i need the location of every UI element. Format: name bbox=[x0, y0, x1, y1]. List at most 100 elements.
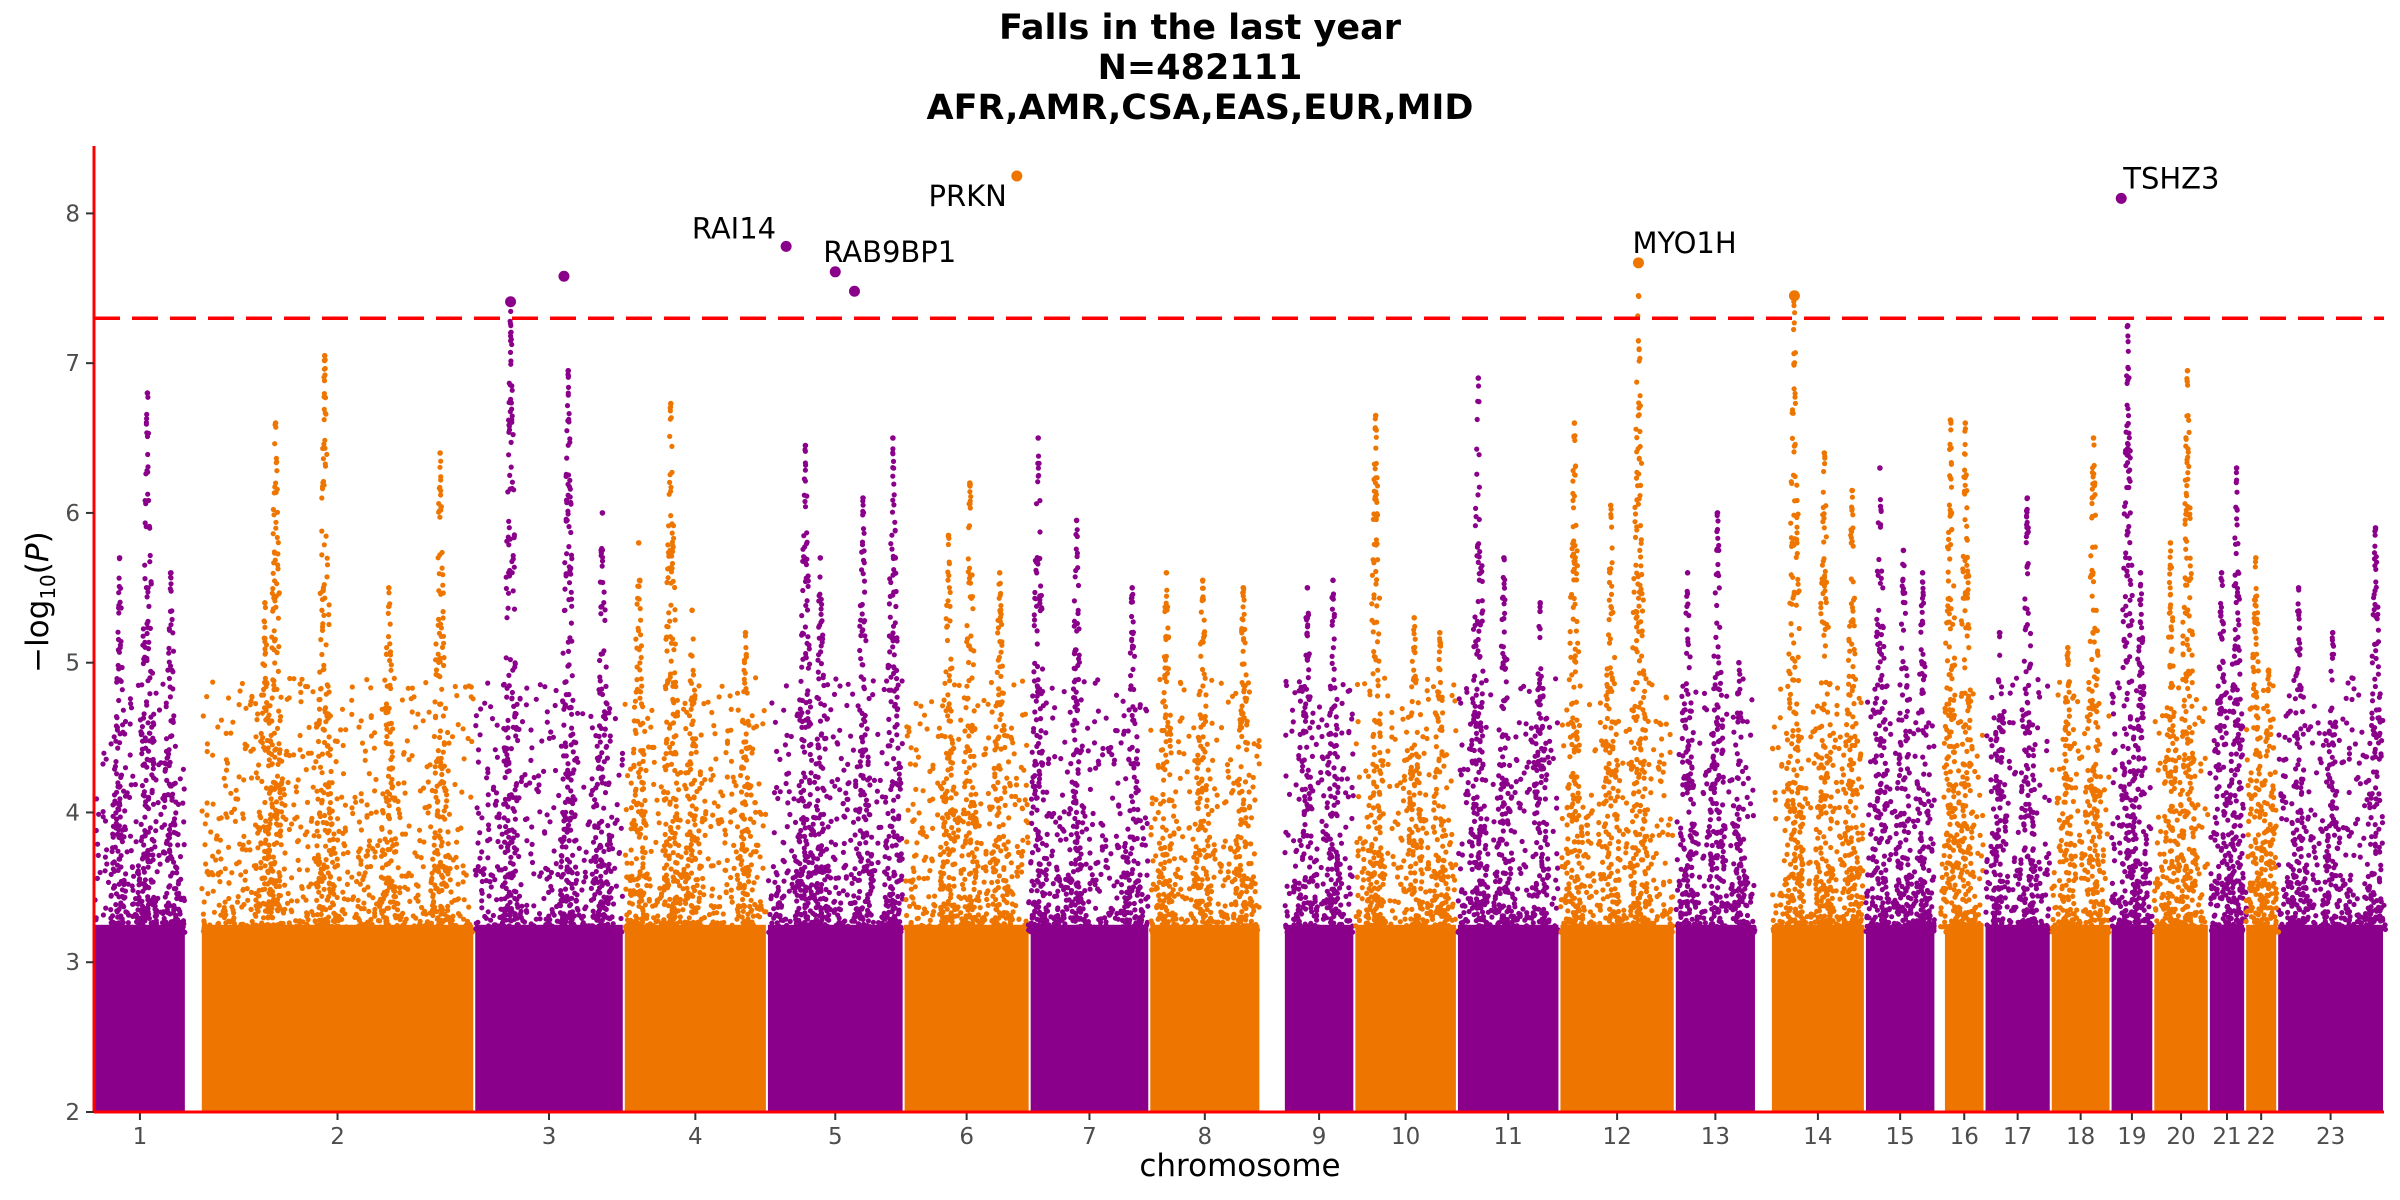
chromosome-12-points bbox=[1558, 676, 1676, 1112]
significant-hit-5-2 bbox=[848, 285, 860, 297]
peak-5-18 bbox=[880, 435, 905, 935]
chromosome-17-body bbox=[1985, 924, 2050, 1112]
peak-8-27 bbox=[1231, 584, 1256, 935]
chart-title-line-3: AFR,AMR,CSA,EAS,EUR,MID bbox=[926, 88, 1474, 128]
chromosome-15-points bbox=[1863, 683, 1937, 1112]
chromosome-17-scatter bbox=[1983, 675, 2053, 935]
peak-10-30 bbox=[1363, 412, 1388, 935]
x-tick-label-11: 11 bbox=[1494, 1124, 1523, 1150]
peak-23-63 bbox=[2320, 629, 2345, 935]
chromosome-10-body bbox=[1355, 924, 1456, 1112]
peak-12-37 bbox=[1598, 502, 1624, 935]
peak-3-10 bbox=[590, 510, 615, 935]
chromosome-14-body bbox=[1771, 924, 1864, 1112]
x-tick-label-22: 22 bbox=[2247, 1124, 2276, 1150]
x-tick-label-21: 21 bbox=[2212, 1124, 2241, 1150]
chart-title-line-2: N=482111 bbox=[1097, 48, 1303, 88]
significant-hit-3-1 bbox=[558, 270, 570, 282]
chromosome-22-body bbox=[2246, 924, 2277, 1112]
peak-13-41 bbox=[1726, 659, 1752, 935]
peak-14-44 bbox=[1840, 487, 1864, 935]
peak-20-56 bbox=[2158, 540, 2182, 935]
chromosome-11-body bbox=[1457, 924, 1559, 1112]
top-hit-TSHZ3 bbox=[2115, 192, 2127, 204]
chromosome-6-scatter bbox=[902, 678, 1031, 935]
chromosome-18-points bbox=[2049, 679, 2112, 1112]
peak-1-0 bbox=[135, 390, 160, 935]
peak-10-32 bbox=[1427, 629, 1452, 935]
peak-12-36 bbox=[1562, 420, 1587, 935]
peak-8-26 bbox=[1190, 577, 1215, 935]
peak-14-42 bbox=[1781, 292, 1807, 935]
chromosome-2-body bbox=[201, 924, 474, 1112]
peak-19-54 bbox=[2116, 322, 2140, 935]
peak-8-25 bbox=[1153, 569, 1179, 935]
peak-19-55 bbox=[2128, 569, 2153, 935]
chromosome-15-scatter bbox=[1863, 683, 1937, 935]
points-layer bbox=[92, 292, 2388, 1112]
peak-17-51 bbox=[2015, 495, 2040, 935]
top-hit-RAB9BP1 bbox=[829, 266, 841, 278]
chromosome-1-points bbox=[92, 678, 188, 1112]
peak-11-35 bbox=[1527, 600, 1552, 935]
chromosome-8-scatter bbox=[1148, 676, 1262, 935]
peak-21-59 bbox=[2224, 465, 2249, 935]
gene-label-TSHZ3: TSHZ3 bbox=[2122, 161, 2219, 195]
chromosome-4-body bbox=[624, 924, 766, 1112]
significant-hit-3-0 bbox=[505, 296, 517, 308]
x-tick-label-9: 9 bbox=[1312, 1124, 1327, 1150]
peak-21-58 bbox=[2209, 569, 2235, 935]
peak-22-60 bbox=[2243, 555, 2267, 935]
x-tick-label-12: 12 bbox=[1602, 1124, 1631, 1150]
chromosome-12-body bbox=[1560, 924, 1674, 1112]
x-tick-label-16: 16 bbox=[1950, 1124, 1979, 1150]
peak-4-11 bbox=[626, 540, 651, 935]
peak-6-20 bbox=[958, 480, 983, 935]
peak-4-14 bbox=[733, 629, 758, 935]
chromosome-8-body bbox=[1150, 924, 1260, 1112]
chromosome-8-points bbox=[1148, 676, 1262, 1112]
peak-15-47 bbox=[1910, 570, 1935, 935]
peak-6-21 bbox=[987, 570, 1013, 935]
chromosome-13-body bbox=[1675, 924, 1755, 1112]
peak-16-49 bbox=[1953, 420, 1978, 935]
peak-4-13 bbox=[680, 607, 703, 935]
chromosome-7-body bbox=[1030, 924, 1149, 1112]
peak-14-43 bbox=[1812, 450, 1837, 935]
chromosome-18-body bbox=[2051, 924, 2110, 1112]
x-tick-label-10: 10 bbox=[1391, 1124, 1420, 1150]
x-tick-label-3: 3 bbox=[542, 1124, 557, 1150]
x-tick-label-23: 23 bbox=[2316, 1124, 2345, 1150]
peak-15-46 bbox=[1891, 547, 1916, 935]
chromosome-16-points bbox=[1942, 676, 1986, 1112]
gene-label-RAB9BP1: RAB9BP1 bbox=[823, 235, 956, 269]
chart-title-line-1: Falls in the last year bbox=[999, 8, 1401, 48]
chromosome-3-body bbox=[475, 924, 623, 1112]
y-tick-label-8: 8 bbox=[65, 201, 80, 227]
peak-22-61 bbox=[2258, 667, 2282, 935]
peak-2-4 bbox=[312, 352, 338, 935]
chromosome-13-points bbox=[1673, 676, 1758, 1112]
chromosome-7-points bbox=[1028, 677, 1151, 1112]
x-tick-label-1: 1 bbox=[133, 1124, 148, 1150]
x-tick-label-4: 4 bbox=[688, 1124, 703, 1150]
chromosome-1-scatter bbox=[92, 678, 188, 935]
peak-11-34 bbox=[1492, 555, 1517, 935]
y-tick-label-4: 4 bbox=[65, 800, 80, 826]
peak-7-22 bbox=[1025, 435, 1051, 935]
peak-7-24 bbox=[1119, 585, 1144, 935]
gene-label-PRKN: PRKN bbox=[928, 179, 1006, 213]
gene-label-MYO1H: MYO1H bbox=[1632, 226, 1736, 260]
top-hit-RAI14 bbox=[780, 240, 792, 252]
peak-18-52 bbox=[2056, 644, 2081, 935]
chromosome-17-points bbox=[1983, 675, 2053, 1112]
chromosome-3-points bbox=[472, 680, 626, 1112]
x-tick-label-5: 5 bbox=[828, 1124, 843, 1150]
chromosome-18-scatter bbox=[2049, 679, 2112, 935]
chromosome-16-scatter bbox=[1942, 676, 1986, 935]
chromosome-13-scatter bbox=[1673, 676, 1758, 935]
x-tick-label-14: 14 bbox=[1803, 1124, 1832, 1150]
y-tick-label-3: 3 bbox=[65, 950, 80, 976]
x-tick-label-15: 15 bbox=[1886, 1124, 1915, 1150]
peak-5-17 bbox=[851, 495, 875, 935]
